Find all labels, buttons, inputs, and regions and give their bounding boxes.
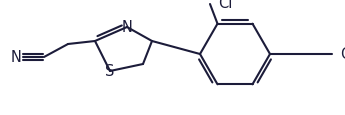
Text: Cl: Cl — [218, 0, 233, 10]
Text: N: N — [121, 20, 132, 35]
Text: N: N — [11, 50, 21, 65]
Text: S: S — [105, 64, 115, 79]
Text: Cl: Cl — [340, 47, 345, 62]
